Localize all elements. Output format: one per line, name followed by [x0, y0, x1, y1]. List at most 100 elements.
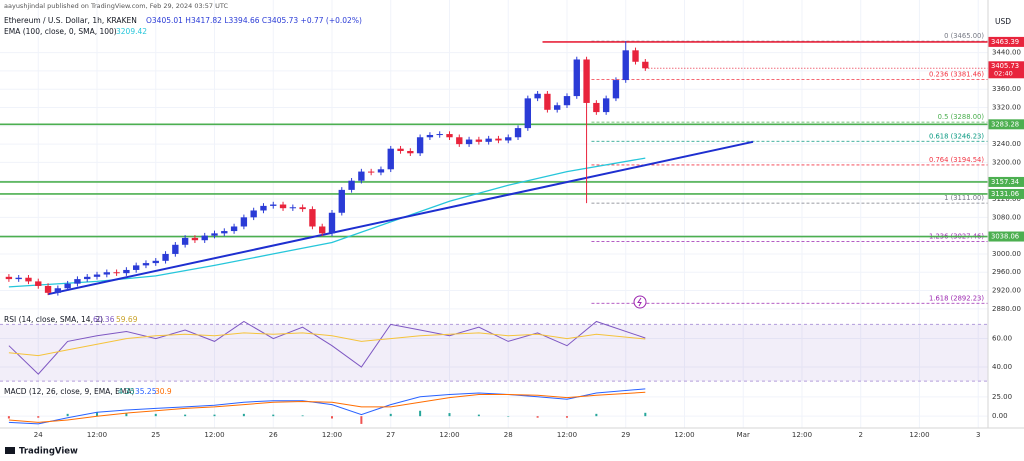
- fib-label: 0.5 (3288.00): [938, 113, 985, 121]
- candle-body: [250, 210, 257, 218]
- currency: USD: [995, 17, 1011, 26]
- ohlc: O3405.01 H3417.82 L3394.66 C3405.73 +0.7…: [146, 16, 362, 25]
- candle-body: [260, 205, 267, 211]
- level-tag-label: 3157.34: [991, 178, 1019, 186]
- candle-body: [514, 128, 522, 138]
- ema-line: [8, 157, 646, 288]
- candle-body: [113, 272, 120, 274]
- candle-body: [377, 169, 385, 173]
- candle-body: [563, 96, 571, 106]
- rsi-line: [8, 332, 646, 357]
- candle-body: [348, 180, 355, 190]
- x-tick-label: 12:00: [87, 431, 107, 439]
- x-tick-label: 2: [858, 431, 862, 439]
- candle-body: [172, 244, 179, 254]
- x-tick-label: 25: [151, 431, 160, 439]
- rsi-sma-value: 59.69: [116, 315, 138, 324]
- fib-label: 1 (3111.00): [944, 194, 984, 202]
- level-tag: [988, 188, 1024, 199]
- brand: TradingView: [19, 447, 78, 457]
- rsi-band: [0, 324, 988, 382]
- y-tick-label: 3080.00: [992, 213, 1021, 221]
- level-tag-label: 3463.39: [991, 38, 1019, 46]
- candle-body: [602, 98, 610, 113]
- ema-legend: EMA (100, close, 0, SMA, 100): [4, 27, 117, 36]
- last-price-tag: [988, 61, 1024, 79]
- macd-histogram-bar: [184, 414, 187, 417]
- macd-histogram-bar: [536, 416, 539, 418]
- fib-label: 0.236 (3381.46): [929, 70, 984, 78]
- candle-body: [367, 171, 375, 173]
- candle-body: [181, 237, 189, 245]
- candle-body: [622, 50, 629, 81]
- macd-histogram-bar: [7, 416, 10, 419]
- candle-body: [74, 279, 81, 284]
- y-tick-label: 3440.00: [992, 49, 1021, 57]
- macd-line: [8, 388, 646, 425]
- macd-histogram-bar: [644, 412, 647, 417]
- macd-line: [8, 391, 646, 423]
- macd-histogram-bar: [331, 416, 333, 419]
- y-tick-label: 2960.00: [992, 268, 1021, 276]
- candle-body: [387, 148, 394, 170]
- candle-body: [64, 283, 71, 289]
- candle-body: [524, 98, 532, 129]
- candle-body: [230, 226, 238, 232]
- macd-hist-value: 4.35: [118, 387, 135, 396]
- candle-body: [54, 288, 62, 293]
- rsi-legend: RSI (14, close, SMA, 14, 2): [4, 315, 103, 324]
- candle-body: [475, 139, 483, 142]
- y-tick-label: 2920.00: [992, 287, 1021, 295]
- candle-body: [309, 209, 316, 227]
- axes: 24 12:00 25 12:00 26 12:00 27 12:00 28 12:00 29 12:…: [34, 36, 1024, 439]
- candle-body: [123, 269, 130, 274]
- trend-line: [47, 140, 754, 296]
- macd-histogram-bar: [154, 413, 157, 417]
- symbol: Ethereum / U.S. Dollar, 1h, KRAKEN: [4, 16, 137, 25]
- macd-tick-label: 0.00: [992, 412, 1008, 420]
- last-price-label: 3405.73: [991, 62, 1019, 70]
- candle-body: [485, 138, 492, 142]
- candle-body: [44, 285, 52, 293]
- candle-body: [25, 277, 32, 282]
- macd-signal-value: 30.9: [155, 387, 172, 396]
- y-tick-label: 3120.00: [992, 195, 1021, 203]
- macd-histogram-bar: [272, 414, 275, 417]
- candle-body: [416, 137, 424, 154]
- candle-body: [299, 207, 306, 210]
- candle-body: [554, 105, 561, 110]
- macd-histogram-bar: [419, 410, 422, 417]
- countdown: 02:40: [994, 69, 1013, 77]
- candle-body: [495, 138, 502, 141]
- candle-body: [642, 61, 649, 69]
- macd-histogram-bar: [96, 412, 99, 417]
- x-tick-label: 27: [386, 431, 395, 439]
- level-tag: [988, 36, 1024, 47]
- level-tag-label: 3038.06: [991, 233, 1019, 241]
- fib-label: 1.618 (2892.23): [929, 294, 984, 302]
- candle-body: [15, 277, 22, 280]
- x-tick-label: 12:00: [792, 431, 812, 439]
- x-tick-label: 26: [269, 431, 278, 439]
- candle-body: [456, 137, 463, 145]
- candle-body: [583, 59, 590, 103]
- candle-body: [328, 212, 336, 234]
- candle-body: [84, 276, 91, 280]
- macd-histogram-bar: [448, 413, 451, 417]
- macd-histogram-bar: [213, 414, 216, 417]
- x-tick-label: 12:00: [322, 431, 342, 439]
- macd-histogram-bar: [242, 413, 245, 417]
- candle-body: [240, 217, 248, 227]
- fib-label: 0.618 (3246.23): [929, 132, 984, 140]
- candle-body: [132, 265, 140, 270]
- macd-histogram-bar: [37, 416, 40, 418]
- rsi-value: 60.36: [93, 315, 115, 324]
- candle-body: [5, 276, 13, 280]
- candle-body: [573, 59, 580, 97]
- fib-label: 0 (3465.00): [944, 32, 984, 40]
- candle-body: [93, 274, 101, 277]
- candle-body: [35, 281, 42, 286]
